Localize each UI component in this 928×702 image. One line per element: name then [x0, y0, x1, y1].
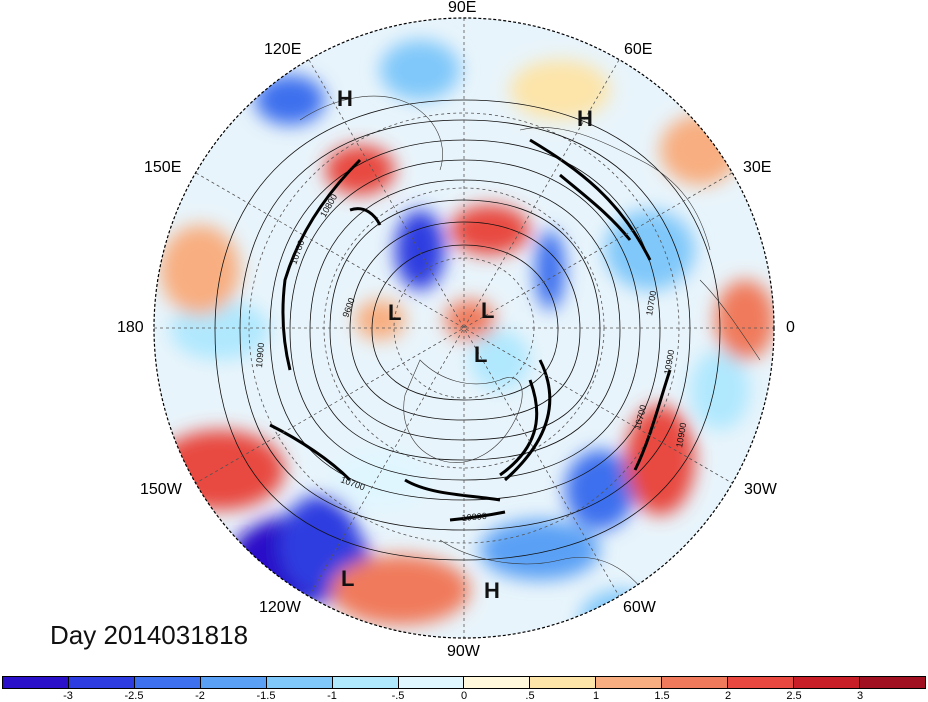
- colorbar-cell: [662, 677, 729, 688]
- colorbar-cell: [596, 677, 663, 688]
- colorbar-tick-label: 3: [856, 690, 864, 702]
- colorbar-tick-label: .5: [525, 690, 535, 702]
- colorbar-cell: [3, 677, 69, 688]
- colorbar-tick-label: 2.5: [786, 690, 802, 702]
- colorbar-cell: [134, 677, 201, 688]
- pressure-center-label: L: [481, 298, 494, 323]
- contour-label: 10900: [674, 422, 688, 448]
- longitude-label-120e: 120E: [264, 41, 302, 58]
- colorbar-tick-label: 0: [460, 690, 468, 702]
- pressure-center-label: H: [337, 86, 353, 111]
- contour-label: 10900: [662, 349, 676, 375]
- pressure-center-label: L: [341, 566, 354, 591]
- pressure-center-label: L: [388, 300, 401, 325]
- longitude-label-30w: 30W: [744, 481, 777, 498]
- pressure-center-label: H: [577, 106, 593, 131]
- colorbar: [2, 676, 926, 689]
- colorbar-tick-label: -2.5: [124, 690, 144, 702]
- colorbar-cell: [68, 677, 135, 688]
- colorbar-tick-label: -2: [195, 690, 205, 702]
- colorbar-tick-label: -.5: [391, 690, 405, 702]
- colorbar-cell: [794, 677, 860, 688]
- date-label: Day 2014031818: [50, 620, 249, 650]
- meridian-lines: [154, 18, 774, 638]
- longitude-label-30e: 30E: [743, 159, 772, 176]
- polar-stereographic-map: H H L L L L H 10800 10700 10900 9600 107…: [153, 17, 775, 639]
- colorbar-tick-label: -1: [327, 690, 337, 702]
- longitude-label-0: 0: [786, 319, 795, 336]
- pressure-center-label: H: [484, 578, 500, 603]
- colorbar-cell: [859, 677, 925, 688]
- longitude-label-150w: 150W: [140, 481, 182, 498]
- pressure-center-label: L: [474, 342, 487, 367]
- longitude-label-180: 180: [117, 319, 144, 336]
- contour-label: 10800: [461, 511, 487, 523]
- colorbar-tick-label: -3: [63, 690, 73, 702]
- longitude-label-90e: 90E: [448, 0, 477, 16]
- colorbar-cell: [200, 677, 267, 688]
- colorbar-cell: [464, 677, 531, 688]
- anomaly-field: [154, 18, 774, 638]
- jet-contours: [269, 138, 672, 522]
- longitude-label-120w: 120W: [259, 599, 301, 616]
- colorbar-tick-label: 1: [592, 690, 600, 702]
- colorbar-cell: [266, 677, 333, 688]
- colorbar-tick-label: 1.5: [654, 690, 670, 702]
- colorbar-cell: [530, 677, 597, 688]
- colorbar-cell: [398, 677, 465, 688]
- colorbar-tick-label: -1.5: [256, 690, 276, 702]
- colorbar-tick-label: 2: [724, 690, 732, 702]
- coastlines: [299, 95, 761, 601]
- longitude-label-90w: 90W: [447, 643, 480, 660]
- longitude-label-60w: 60W: [623, 599, 656, 616]
- longitude-label-150e: 150E: [144, 159, 182, 176]
- map-boundary: [153, 17, 775, 639]
- colorbar-cell: [332, 677, 399, 688]
- contour-label: 10700: [644, 290, 658, 316]
- colorbar-cell: [728, 677, 795, 688]
- contour-label: 10900: [254, 342, 266, 368]
- longitude-label-60e: 60E: [624, 41, 653, 58]
